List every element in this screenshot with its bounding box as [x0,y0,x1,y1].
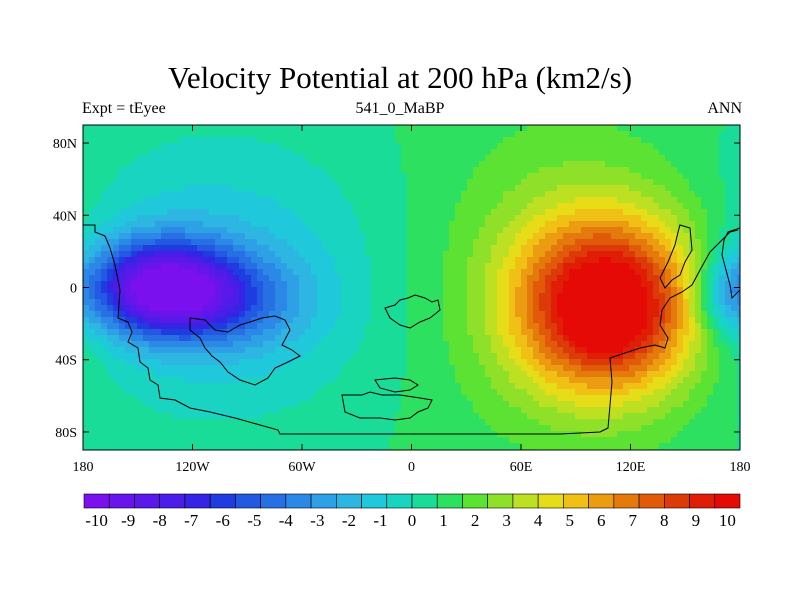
colorbar-swatch [588,493,615,509]
colorbar-label: 7 [629,511,638,530]
colorbar-swatch [83,493,110,509]
colorbar-label: -3 [310,511,324,530]
season-label: ANN [707,100,742,117]
x-tick-label: 0 [408,460,415,475]
colorbar-label: -5 [247,511,261,530]
colorbar-swatch [563,493,589,509]
y-tick-label: 80S [55,426,77,441]
chart-title: Velocity Potential at 200 hPa (km2/s) [167,60,633,95]
colorbar-swatch [411,493,438,509]
colorbar-swatch [184,493,211,509]
case-label: 541_0_MaBP [355,100,445,117]
colorbar-label: -10 [85,511,108,530]
colorbar-label: 3 [502,511,511,530]
colorbar-swatch [613,493,640,509]
colorbar-label: -2 [342,511,356,530]
colorbar: -10 -9 -8 -7 -6 -5 -4 -3 -2 -1 0 1 2 3 4 5 6 7 8 9 10 [83,493,741,530]
y-tick-label: 40N [53,209,77,224]
colorbar-swatch [134,493,160,509]
colorbar-label: 10 [719,511,736,530]
x-tick-label: 60E [510,460,533,475]
colorbar-swatch [462,493,488,509]
y-tick-label: 40S [55,354,77,369]
colorbar-label: -8 [153,511,167,530]
y-tick-label: 80N [53,137,77,152]
coastlines [83,224,741,435]
colorbar-swatch [487,493,514,509]
colorbar-swatch [436,493,463,509]
colorbar-swatch [361,493,388,509]
colorbar-swatch [638,493,665,509]
antarctic-island-outline [341,391,433,421]
experiment-label: Expt = tEyee [82,100,166,117]
colorbar-label: 1 [439,511,448,530]
colorbar-label: 0 [408,511,417,530]
island-outline [374,377,419,393]
y-tick-label: 0 [70,282,77,297]
colorbar-label: 4 [534,511,543,530]
colorbar-label: -9 [121,511,135,530]
colorbar-swatch [209,493,236,509]
colorbar-swatch [235,493,261,509]
colorbar-swatch [664,493,690,509]
x-axis: 180 120W 60W 0 60E 120E 180 [73,125,751,475]
x-tick-label: 180 [730,460,751,475]
colorbar-label: 8 [660,511,669,530]
y-axis: 80N 40N 0 40S 80S [53,137,740,441]
colorbar-label: -7 [184,511,199,530]
colorbar-swatch [285,493,312,509]
colorbar-label: -4 [279,511,294,530]
africa-outline [384,294,441,329]
colorbar-swatch [714,493,741,509]
colorbar-swatch [310,493,337,509]
colorbar-label: 5 [565,511,574,530]
colorbar-swatch [512,493,539,509]
colorbar-swatch [336,493,362,509]
colorbar-swatch [260,493,287,509]
x-tick-label: 60W [288,460,316,475]
colorbar-label: 6 [597,511,606,530]
contour-field [83,125,741,451]
australia-outline [659,224,693,289]
colorbar-label: 2 [471,511,480,530]
x-tick-label: 120W [175,460,210,475]
x-tick-label: 120E [616,460,646,475]
x-tick-label: 180 [73,460,94,475]
colorbar-swatch [159,493,186,509]
colorbar-label: -1 [373,511,387,530]
colorbar-swatch [689,493,716,509]
colorbar-swatch [108,493,135,509]
colorbar-swatch [386,493,413,509]
colorbar-swatch [537,493,564,509]
colorbar-label: 9 [692,511,701,530]
central-america-outline [189,315,301,386]
south-america-outline [83,224,739,435]
colorbar-label: -6 [216,511,230,530]
